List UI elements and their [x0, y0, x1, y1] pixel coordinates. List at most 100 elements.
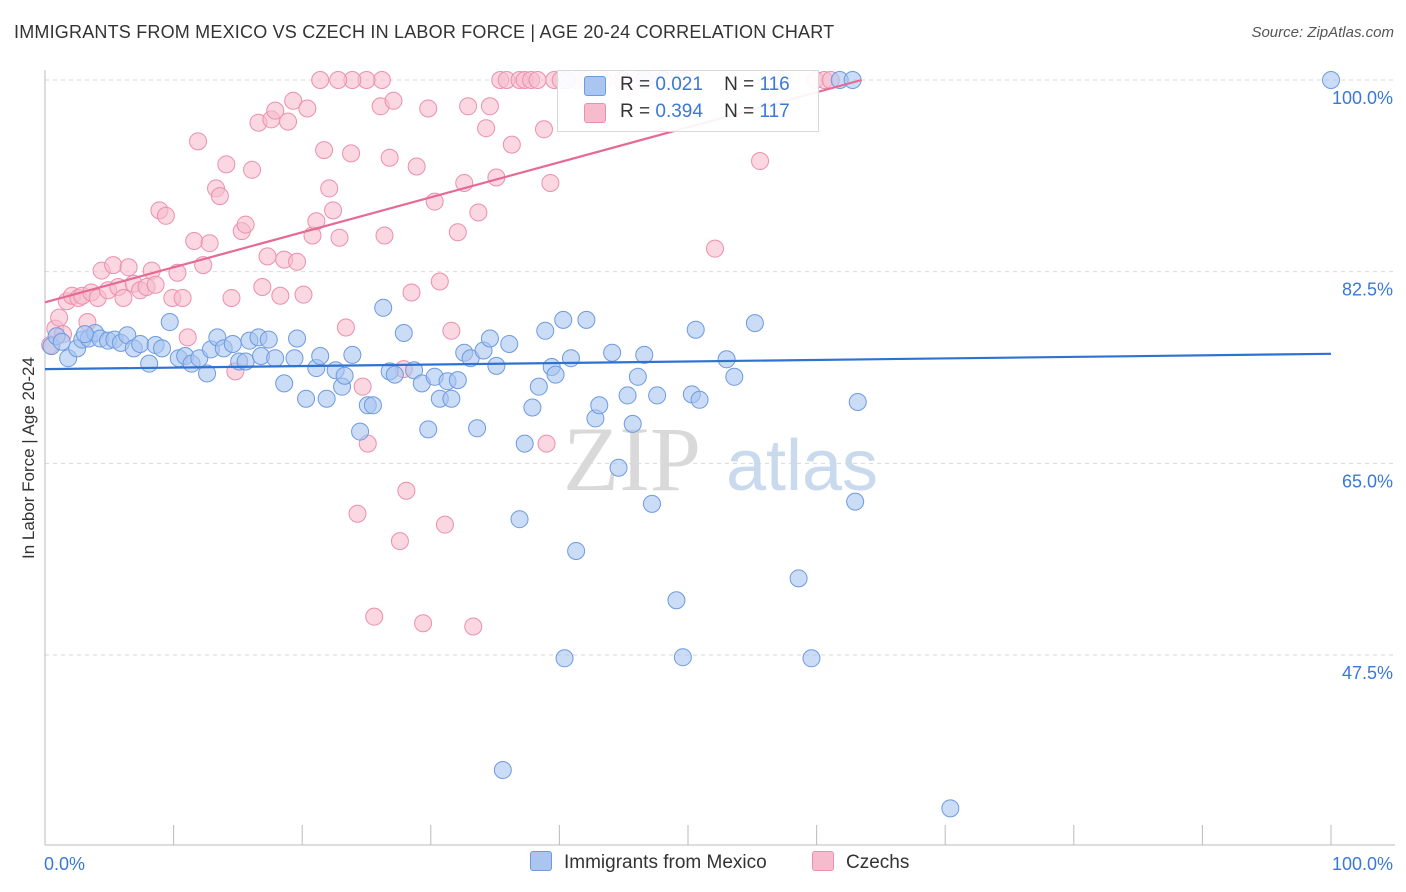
- point-mexico: [493, 761, 512, 779]
- legend-n-label: N =: [724, 101, 755, 122]
- point-mexico: [510, 510, 529, 529]
- point-czech: [384, 91, 403, 110]
- source-label: Source: ZipAtlas.com: [1251, 24, 1394, 41]
- point-czech: [448, 223, 467, 242]
- point-czech: [189, 132, 208, 151]
- point-czech: [185, 232, 204, 250]
- point-mexico: [394, 324, 413, 342]
- point-mexico: [555, 649, 574, 668]
- point-czech: [217, 155, 236, 174]
- watermark-atlas: atlas: [726, 426, 878, 506]
- point-czech: [50, 308, 69, 327]
- point-mexico: [374, 298, 393, 317]
- point-czech: [469, 203, 488, 222]
- point-mexico: [442, 389, 461, 408]
- point-czech: [365, 607, 384, 626]
- point-czech: [156, 206, 175, 225]
- point-czech: [706, 239, 725, 258]
- tick-labels: 47.5% 65.0% 82.5% 100.0% 0.0% 100.0%: [44, 88, 1393, 874]
- point-czech: [342, 144, 361, 163]
- point-czech: [324, 201, 343, 220]
- point-czech: [414, 614, 433, 633]
- point-mexico: [802, 649, 821, 668]
- point-mexico: [343, 345, 362, 364]
- point-czech: [200, 234, 219, 253]
- point-mexico: [317, 389, 336, 408]
- point-czech: [258, 247, 277, 266]
- point-czech: [477, 119, 496, 138]
- point-mexico: [561, 349, 580, 368]
- point-czech: [502, 135, 521, 154]
- point-mexico: [603, 343, 622, 362]
- point-mexico: [297, 389, 316, 408]
- point-czech: [375, 226, 394, 245]
- legend-n-value: 116: [759, 74, 790, 95]
- point-mexico: [941, 799, 960, 818]
- point-czech: [253, 278, 272, 296]
- point-czech: [119, 258, 138, 277]
- point-czech: [537, 434, 556, 453]
- point-mexico: [536, 321, 555, 340]
- point-mexico: [75, 325, 94, 344]
- legend-text-czechs: R = 0.394 N = 117: [620, 101, 790, 123]
- point-mexico: [335, 366, 354, 385]
- point-czech: [402, 283, 421, 302]
- point-czech: [146, 275, 165, 294]
- point-mexico: [623, 414, 642, 433]
- point-mexico: [567, 541, 586, 560]
- point-mexico: [480, 329, 499, 348]
- bottom-legend-mexico: Immigrants from Mexico: [530, 851, 767, 874]
- point-czech: [541, 173, 560, 192]
- legend-n-value: 117: [759, 101, 790, 122]
- point-mexico: [198, 364, 217, 383]
- point-mexico: [717, 350, 736, 369]
- point-czech: [480, 97, 499, 116]
- trend-line-mexico: [44, 352, 1332, 371]
- point-czech: [173, 288, 192, 307]
- point-czech: [288, 252, 307, 271]
- x-tick-label: 0.0%: [44, 854, 85, 874]
- point-czech: [320, 179, 339, 198]
- point-czech: [294, 285, 313, 304]
- point-czech: [222, 288, 241, 307]
- point-mexico: [667, 591, 686, 610]
- y-tick-label: 47.5%: [1342, 663, 1393, 683]
- point-mexico: [686, 320, 705, 339]
- point-czech: [236, 215, 255, 234]
- point-czech: [380, 148, 399, 167]
- bottom-legend-swatch-mexico: [530, 851, 552, 871]
- point-mexico: [648, 386, 667, 405]
- legend-swatch-mexico: [584, 76, 606, 96]
- point-czech: [442, 321, 461, 340]
- point-mexico: [642, 494, 661, 513]
- point-mexico: [405, 361, 424, 380]
- y-tick-label: 82.5%: [1342, 280, 1393, 300]
- point-mexico: [628, 367, 647, 386]
- point-mexico: [745, 314, 764, 333]
- point-mexico: [487, 356, 506, 375]
- point-mexico: [223, 334, 242, 353]
- point-mexico: [52, 332, 71, 351]
- point-mexico: [690, 390, 709, 409]
- point-czech: [329, 71, 348, 89]
- point-czech: [348, 504, 367, 523]
- point-mexico: [725, 367, 744, 386]
- watermark: ZIP atlas: [563, 408, 878, 510]
- point-czech: [372, 71, 391, 89]
- point-czech: [435, 515, 454, 534]
- point-czech: [284, 91, 303, 110]
- point-mexico: [523, 398, 542, 417]
- point-mexico: [546, 365, 565, 384]
- point-czech: [311, 71, 330, 89]
- point-mexico: [1322, 71, 1340, 89]
- point-mexico: [131, 334, 150, 353]
- point-czech: [330, 228, 349, 247]
- point-czech: [407, 157, 426, 176]
- point-czech: [419, 99, 438, 118]
- point-mexico: [140, 354, 159, 373]
- point-czech: [315, 141, 334, 160]
- bottom-legend-czechs: Czechs: [812, 851, 909, 874]
- point-mexico: [554, 310, 573, 329]
- point-czech: [397, 481, 416, 500]
- point-mexico: [275, 374, 294, 393]
